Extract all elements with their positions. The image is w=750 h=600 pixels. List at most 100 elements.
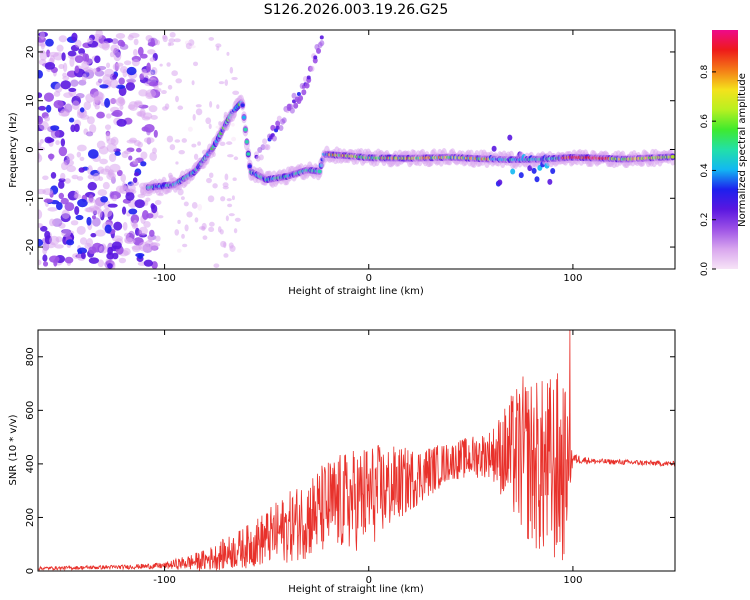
- spectrogram-cell: [110, 44, 120, 53]
- spectrogram-cell: [76, 225, 86, 235]
- spectrogram-cell: [93, 90, 104, 101]
- snr-y-ticks: 0 200 400 600 800: [25, 347, 675, 574]
- spectrogram-cell: [115, 84, 126, 89]
- spectrogram-cell: [227, 154, 234, 158]
- spectrogram-cell: [113, 221, 123, 231]
- spectrogram-cell: [187, 126, 193, 132]
- spectrogram-cell: [54, 244, 64, 249]
- spectrogram-cell: [174, 229, 180, 236]
- spectrogram-cell: [228, 213, 235, 217]
- spectrogram-cell: [167, 172, 173, 179]
- spectrogram-cell: [50, 128, 60, 139]
- spectrogram-cell: [44, 116, 51, 122]
- spectrogram-cell: [58, 192, 65, 200]
- spectrogram-cell: [44, 61, 56, 70]
- spectrogram-cell: [66, 165, 77, 173]
- spectrogram-cell: [192, 114, 196, 121]
- spectrogram-cell: [114, 151, 121, 156]
- spectrogram-cell: [149, 151, 158, 162]
- spectrogram-cell: [38, 153, 43, 163]
- spectrogram-cell: [63, 159, 75, 167]
- spectrogram-cell: [192, 61, 199, 67]
- spectrogram-cell: [208, 226, 215, 233]
- snr-frame: [37, 329, 676, 572]
- spectrogram-cell: [118, 77, 125, 85]
- spectrogram-cell: [207, 195, 215, 203]
- spectrogram-cell: [126, 78, 137, 83]
- spectrogram-cell: [147, 235, 153, 243]
- spectrogram-cell: [193, 153, 199, 160]
- y-tick-label: 20: [25, 46, 36, 59]
- spectrogram-cell: [42, 254, 48, 262]
- spectrogram-cell: [102, 208, 113, 218]
- spectrogram-cell: [177, 105, 184, 110]
- spectrogram-cell: [232, 90, 240, 95]
- spectrogram-cell: [53, 91, 61, 97]
- spectrogram-cell: [95, 229, 106, 237]
- spectrogram-cell: [61, 229, 72, 238]
- spectrogram-cell: [64, 202, 75, 212]
- spectrogram-cell: [115, 33, 126, 39]
- spectrogram-cell: [100, 196, 109, 203]
- spectrogram-cell: [291, 92, 297, 99]
- spectrogram-cell: [218, 81, 225, 85]
- spectrogram-cell: [82, 73, 87, 82]
- spectrogram-cell: [224, 173, 229, 181]
- spectrogram-cell: [79, 107, 85, 113]
- spectrogram-cell: [98, 145, 109, 155]
- x-tick-label: 0: [366, 575, 372, 586]
- spectrogram-cell: [216, 45, 220, 51]
- spectrogram-cell: [233, 156, 239, 161]
- x-tick-label: -100: [153, 575, 176, 586]
- spectrogram-cell: [49, 255, 60, 263]
- spectrogram-cell: [121, 151, 129, 159]
- spectrogram-cell: [180, 196, 185, 201]
- spectrogram-cell: [166, 135, 174, 143]
- spectrogram-cell: [137, 193, 146, 198]
- spectrogram-cell: [97, 78, 103, 84]
- spectrogram-cell: [195, 104, 202, 108]
- spectrogram-cell: [209, 172, 214, 179]
- spectrogram-cell: [242, 115, 247, 120]
- spectrogram-cell: [142, 71, 149, 77]
- spectrogram-cell: [206, 177, 212, 184]
- spectrogram-cell: [225, 215, 229, 222]
- spectrogram-cell: [301, 89, 307, 96]
- spectrogram-cell: [175, 78, 183, 84]
- y-tick-label: 400: [25, 454, 36, 473]
- spectrogram-cell: [99, 158, 108, 165]
- spectrogram-cell: [162, 106, 168, 111]
- spectrogram-cell: [112, 63, 121, 71]
- spectrogram-cell: [117, 96, 125, 104]
- spectrogram-cell: [232, 177, 237, 181]
- spectrogram-cell: [77, 247, 88, 255]
- spectrogram-cell: [135, 147, 142, 153]
- spectrogram-cell: [157, 215, 164, 219]
- spectrogram-cell: [518, 172, 524, 179]
- spectrogram-cell: [73, 123, 80, 133]
- spectrogram-cell: [97, 259, 105, 268]
- spectrogram-cell: [316, 47, 322, 54]
- spectrogram-cell: [50, 125, 60, 131]
- spectrogram-cell: [43, 198, 54, 203]
- spectrogram-y-ticks: -20 -10 0 10 20: [25, 46, 675, 255]
- spectrogram-cell: [121, 206, 127, 215]
- spectrogram-cell: [86, 198, 96, 204]
- spectrogram-cell: [56, 44, 64, 52]
- spectrogram-cell: [246, 152, 251, 156]
- spectrogram-cell: [64, 256, 74, 264]
- spectrogram-cell: [233, 228, 238, 234]
- spectrogram-cell: [178, 149, 185, 155]
- spectrogram-cell: [49, 218, 55, 227]
- spectrogram-cell: [98, 176, 104, 182]
- spectrogram-cell: [143, 220, 151, 228]
- y-tick-label: 0: [25, 146, 36, 152]
- spectrogram-cell: [507, 134, 513, 141]
- spectrogram-cell: [62, 72, 67, 78]
- spectrogram-cell: [304, 82, 310, 89]
- spectrogram-cell: [61, 209, 70, 220]
- spectrogram-cell: [281, 117, 287, 124]
- spectrogram-cell: [271, 135, 277, 142]
- spectrogram-cell: [175, 95, 179, 103]
- spectrogram-cell: [181, 138, 187, 143]
